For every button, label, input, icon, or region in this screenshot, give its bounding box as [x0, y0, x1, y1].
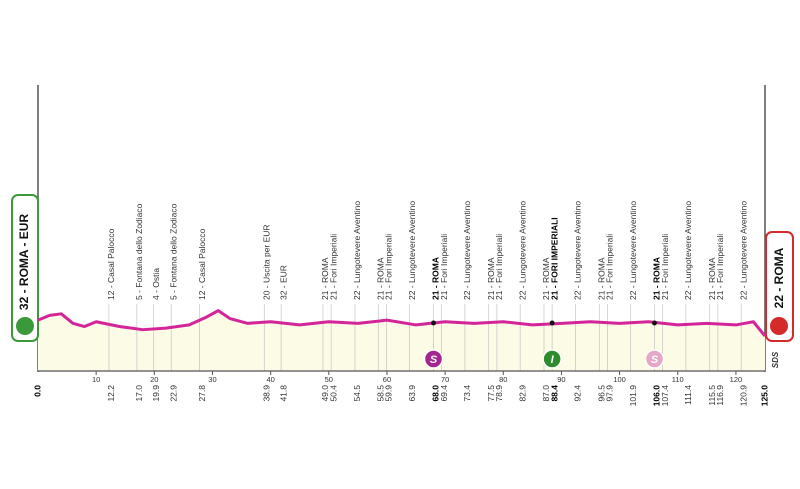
logo: SDS — [771, 351, 780, 368]
start-km-label: 0.0 — [32, 385, 42, 397]
km-label: 19.9 — [151, 385, 161, 402]
marker-dot — [549, 320, 555, 326]
x-tick-label: 90 — [557, 375, 565, 384]
km-label: 87.0 — [541, 385, 551, 402]
km-label: 115.5 — [707, 385, 717, 406]
km-label: 107.4 — [660, 385, 670, 407]
km-label: 54.5 — [352, 385, 362, 402]
waypoint-label: 5 - Fontana dello Zodiaco — [134, 203, 144, 300]
km-label: 101.9 — [628, 385, 638, 407]
start-label: 32 - ROMA - EUR — [17, 214, 31, 311]
waypoint-label: 22 - Lungotevere Aventino — [517, 201, 527, 300]
start-box — [11, 194, 39, 342]
km-label: 78.9 — [494, 385, 504, 402]
x-tick-label: 80 — [499, 375, 507, 384]
waypoint-label: 32 - EUR — [278, 265, 288, 300]
km-label: 106.0 — [652, 385, 662, 407]
km-label: 38.9 — [261, 385, 271, 402]
finish-label: 22 - ROMA — [772, 247, 786, 308]
km-label: 97.9 — [605, 385, 615, 402]
finish-icon — [770, 317, 788, 335]
x-tick-label: 60 — [383, 375, 391, 384]
marker-badge — [542, 349, 562, 369]
waypoint-label: 12 - Casal Palocco — [106, 228, 116, 300]
waypoint-label: 21 - Fori Imperiali — [328, 234, 338, 300]
km-label: 96.5 — [596, 385, 606, 402]
marker-badge — [644, 349, 665, 369]
waypoint-label: 21 - Fori Imperiali — [715, 234, 725, 300]
km-label: 116.9 — [715, 385, 725, 406]
waypoint-label: 21 - Fori Imperiali — [660, 234, 670, 300]
finish-box — [765, 231, 794, 342]
waypoint-label: 5 - Fontana dello Zodiaco — [168, 203, 178, 300]
km-label: 88.4 — [549, 385, 559, 402]
waypoint-label: 22 - Lungotevere Aventino — [407, 201, 417, 300]
waypoint-label: 20 - Uscita per EUR — [261, 224, 271, 300]
start-icon — [16, 317, 34, 335]
km-label: 82.9 — [517, 385, 527, 402]
waypoint-label: 22 - Lungotevere Aventino — [352, 201, 362, 300]
km-label: 69.4 — [439, 385, 449, 402]
x-tick-label: 50 — [325, 375, 333, 384]
waypoint-label: 21 - ROMA — [375, 257, 385, 300]
waypoint-label: 21 - ROMA — [596, 257, 606, 300]
km-label: 12.2 — [106, 385, 116, 402]
waypoint-label: 21 - ROMA — [320, 257, 330, 300]
km-label: 63.9 — [407, 385, 417, 402]
waypoint-label: 22 - Lungotevere Aventino — [683, 201, 693, 300]
km-label: 49.0 — [320, 385, 330, 402]
marker-symbol: S — [430, 354, 438, 366]
km-label: 27.8 — [197, 385, 207, 402]
waypoint-label: 21 - FORI IMPERIALI — [549, 217, 559, 300]
km-label: 77.5 — [486, 385, 496, 402]
x-tick-label: 70 — [441, 375, 449, 384]
profile-line — [37, 309, 767, 337]
x-tick-label: 10 — [92, 375, 100, 384]
x-tick-label: 100 — [613, 375, 626, 384]
km-label: 59.9 — [384, 385, 394, 402]
x-tick-label: 120 — [730, 375, 743, 384]
km-label: 111.4 — [683, 385, 693, 405]
marker-symbol: I — [551, 354, 555, 366]
finish-km-label: 125.0 — [759, 385, 769, 407]
waypoint-label: 21 - Fori Imperiali — [439, 234, 449, 300]
km-label: 22.9 — [168, 385, 178, 402]
km-label: 92.4 — [573, 385, 583, 402]
km-label: 50.4 — [328, 385, 338, 402]
waypoint-label: 21 - ROMA — [707, 257, 717, 300]
waypoint-label: 12 - Casal Palocco — [197, 228, 207, 300]
marker-symbol: S — [651, 354, 659, 366]
waypoint-label: 22 - Lungotevere Aventino — [738, 201, 748, 300]
profile-area — [38, 310, 765, 371]
km-label: 58.5 — [375, 385, 385, 402]
km-label: 41.8 — [278, 385, 288, 402]
waypoint-label: 22 - Lungotevere Aventino — [628, 201, 638, 300]
marker-dot — [651, 320, 657, 326]
x-tick-label: 30 — [208, 375, 216, 384]
km-label: 68.0 — [431, 385, 441, 402]
km-label: 73.4 — [462, 385, 472, 402]
x-tick-label: 40 — [266, 375, 274, 384]
waypoint-label: 21 - ROMA — [431, 257, 441, 300]
km-label: 17.0 — [134, 385, 144, 402]
waypoint-label: 22 - Lungotevere Aventino — [462, 201, 472, 300]
profile-area-group — [38, 304, 765, 371]
waypoint-label: 22 - Lungotevere Aventino — [573, 201, 583, 300]
x-tick-label: 110 — [672, 375, 684, 384]
waypoint-label: 21 - Fori Imperiali — [605, 234, 615, 300]
waypoint-label: 21 - Fori Imperiali — [494, 234, 504, 300]
waypoint-label: 21 - ROMA — [541, 257, 551, 300]
km-label: 120.9 — [738, 385, 748, 407]
marker-dot — [430, 320, 436, 326]
waypoint-label: 21 - ROMA — [486, 257, 496, 300]
waypoint-label: 4 - Ostia — [151, 268, 161, 300]
waypoint-label: 21 - Fori Imperiali — [384, 234, 394, 300]
waypoint-label: 21 - ROMA — [652, 257, 662, 300]
x-tick-label: 20 — [150, 375, 158, 384]
marker-badge — [423, 349, 444, 369]
